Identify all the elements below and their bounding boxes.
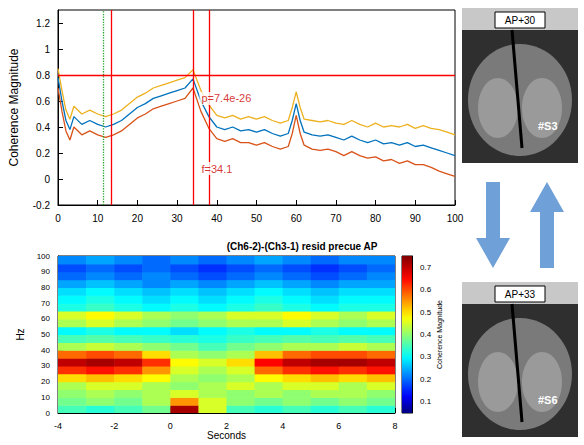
svg-text:Coherence Magnitude: Coherence Magnitude — [7, 48, 21, 166]
svg-text:AP+30: AP+30 — [505, 15, 536, 26]
svg-text:0.2: 0.2 — [420, 375, 432, 384]
svg-text:0: 0 — [168, 421, 173, 431]
svg-text:0.4: 0.4 — [36, 122, 50, 133]
svg-text:80: 80 — [41, 283, 50, 292]
svg-text:1.2: 1.2 — [36, 18, 50, 29]
svg-text:0.4: 0.4 — [420, 330, 432, 339]
svg-text:0.8: 0.8 — [36, 70, 50, 81]
svg-text:-2: -2 — [110, 421, 118, 431]
svg-text:(Ch6-2)-(Ch3-1) resid precue A: (Ch6-2)-(Ch3-1) resid precue AP — [227, 241, 378, 252]
svg-text:1: 1 — [44, 44, 50, 55]
svg-text:90: 90 — [41, 267, 50, 276]
svg-text:0.5: 0.5 — [420, 308, 432, 317]
svg-text:4: 4 — [280, 421, 285, 431]
svg-text:Hz: Hz — [15, 328, 26, 340]
svg-text:80: 80 — [370, 213, 382, 224]
svg-text:-4: -4 — [54, 421, 62, 431]
svg-text:0: 0 — [44, 174, 50, 185]
svg-text:100: 100 — [37, 252, 51, 261]
svg-text:60: 60 — [41, 314, 50, 323]
svg-text:30: 30 — [41, 361, 50, 370]
svg-text:-0.2: -0.2 — [33, 200, 51, 211]
svg-text:10: 10 — [41, 393, 50, 402]
svg-text:0: 0 — [55, 213, 61, 224]
svg-text:40: 40 — [41, 346, 50, 355]
svg-text:2: 2 — [224, 421, 229, 431]
svg-text:#S3: #S3 — [538, 120, 558, 132]
svg-text:p=7.4e-26: p=7.4e-26 — [201, 92, 251, 104]
svg-text:20: 20 — [41, 377, 50, 386]
svg-text:30: 30 — [172, 213, 184, 224]
svg-text:50: 50 — [251, 213, 263, 224]
svg-text:60: 60 — [291, 213, 303, 224]
svg-text:0.3: 0.3 — [420, 352, 432, 361]
svg-text:40: 40 — [211, 213, 223, 224]
svg-text:70: 70 — [330, 213, 342, 224]
svg-text:50: 50 — [41, 330, 50, 339]
svg-text:0.2: 0.2 — [36, 148, 50, 159]
svg-text:#S6: #S6 — [538, 394, 558, 406]
svg-text:0.7: 0.7 — [420, 263, 432, 272]
svg-text:8: 8 — [392, 421, 397, 431]
svg-text:f=34.1: f=34.1 — [201, 163, 232, 175]
svg-text:0.6: 0.6 — [36, 96, 50, 107]
svg-text:70: 70 — [41, 299, 50, 308]
svg-text:0.1: 0.1 — [420, 397, 432, 406]
svg-text:20: 20 — [132, 213, 144, 224]
svg-text:AP+33: AP+33 — [505, 289, 536, 300]
svg-text:6: 6 — [336, 421, 341, 431]
svg-text:10: 10 — [92, 213, 104, 224]
svg-text:Seconds: Seconds — [207, 430, 246, 441]
svg-text:100: 100 — [447, 213, 464, 224]
svg-text:Coherence Magnitude: Coherence Magnitude — [436, 300, 444, 369]
svg-text:0: 0 — [46, 409, 51, 418]
svg-text:0.6: 0.6 — [420, 285, 432, 294]
svg-text:90: 90 — [410, 213, 422, 224]
